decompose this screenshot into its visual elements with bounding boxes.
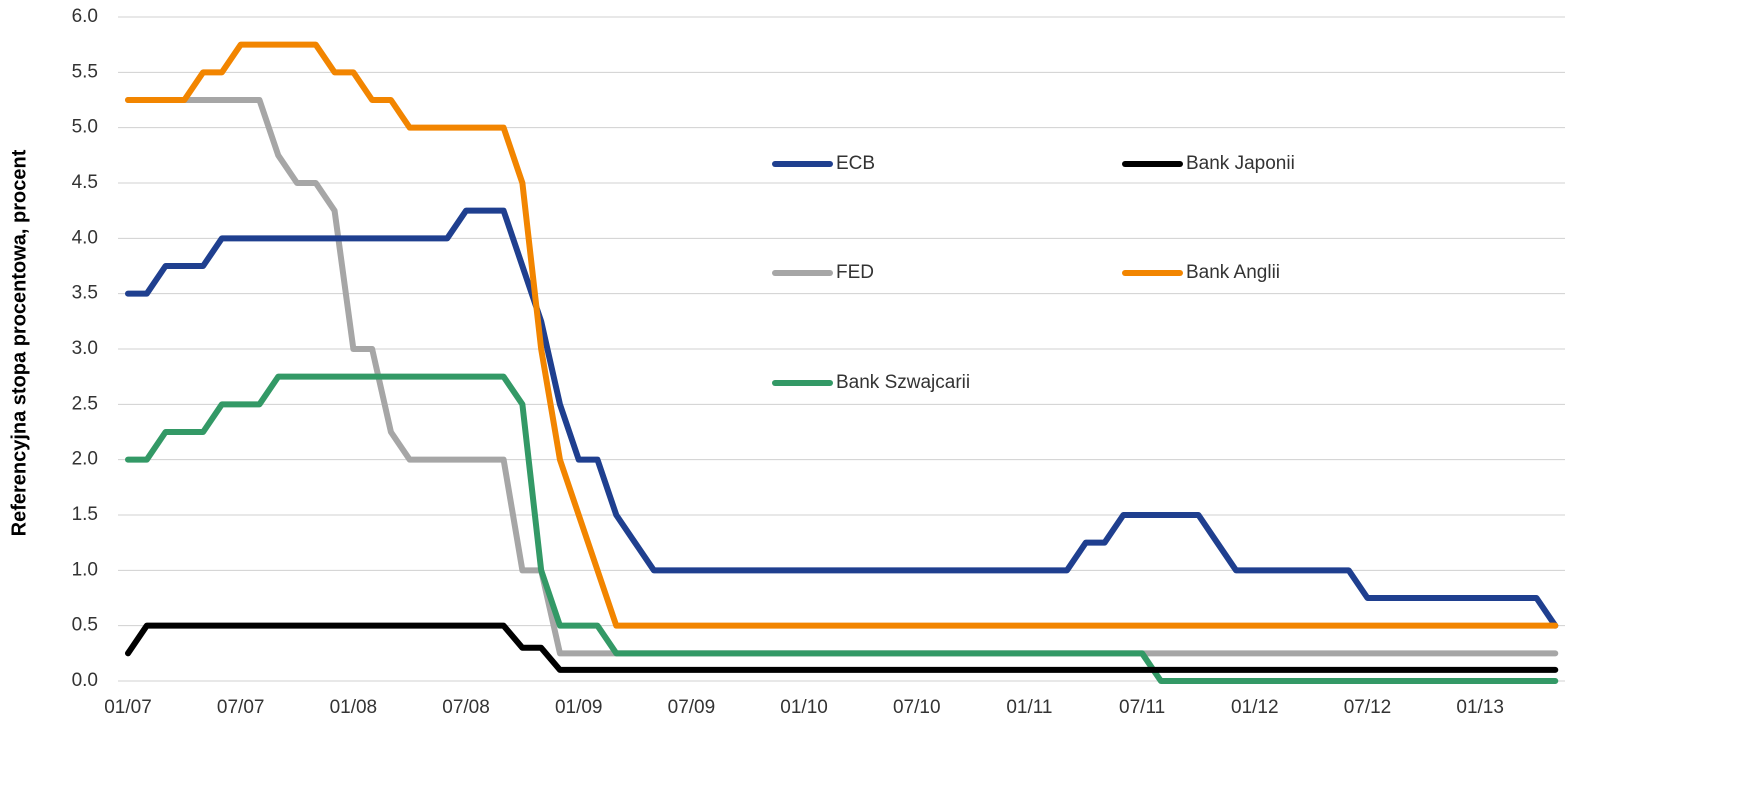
data-line bbox=[125, 41, 1559, 629]
y-tick-label: 5.5 bbox=[72, 61, 98, 82]
x-tick-label: 01/07 bbox=[104, 697, 152, 718]
y-tick-label: 3.5 bbox=[72, 283, 98, 304]
x-tick-label: 01/12 bbox=[1231, 697, 1279, 718]
data-line bbox=[125, 622, 1559, 673]
x-tick-label: 07/10 bbox=[893, 697, 941, 718]
x-tick-label: 01/08 bbox=[330, 697, 378, 718]
y-tick-label: 1.0 bbox=[72, 559, 98, 580]
y-tick-label: 0.0 bbox=[72, 670, 98, 691]
y-tick-label: 4.5 bbox=[72, 172, 98, 193]
x-tick-label: 07/09 bbox=[668, 697, 716, 718]
x-tick-label: 01/09 bbox=[555, 697, 603, 718]
y-tick-label: 3.0 bbox=[72, 338, 98, 359]
x-tick-label: 07/07 bbox=[217, 697, 265, 718]
data-line bbox=[125, 207, 1559, 629]
x-tick-label: 01/10 bbox=[780, 697, 828, 718]
legend-label: Bank Japonii bbox=[1186, 153, 1295, 174]
x-tick-label: 07/11 bbox=[1119, 697, 1165, 718]
x-tick-label: 01/11 bbox=[1006, 697, 1052, 718]
legend-label: Bank Szwajcarii bbox=[836, 372, 970, 393]
x-tick-label: 07/12 bbox=[1344, 697, 1392, 718]
legend-label: ECB bbox=[836, 153, 875, 174]
legend-label: FED bbox=[836, 262, 874, 283]
y-tick-label: 0.5 bbox=[72, 615, 98, 636]
y-tick-label: 6.0 bbox=[72, 6, 98, 27]
y-tick-label: 5.0 bbox=[72, 117, 98, 138]
y-tick-label: 4.0 bbox=[72, 227, 98, 248]
y-tick-label: 2.0 bbox=[72, 449, 98, 470]
y-tick-label: 1.5 bbox=[72, 504, 98, 525]
x-tick-label: 01/13 bbox=[1456, 697, 1504, 718]
y-tick-label: 2.5 bbox=[72, 393, 98, 414]
y-axis-label: Referencyjna stopa procentowa, procent bbox=[8, 149, 30, 536]
data-line bbox=[125, 373, 1559, 684]
x-tick-label: 07/08 bbox=[442, 697, 490, 718]
legend-label: Bank Anglii bbox=[1186, 262, 1280, 283]
